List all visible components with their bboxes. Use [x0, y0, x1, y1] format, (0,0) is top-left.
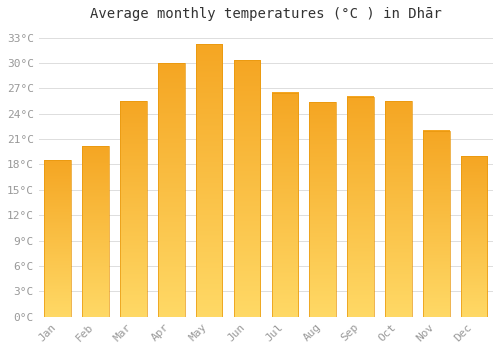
Bar — [234, 60, 260, 317]
Bar — [158, 63, 184, 317]
Bar — [385, 101, 411, 317]
Bar — [196, 44, 222, 317]
Bar — [120, 101, 146, 317]
Bar — [423, 131, 450, 317]
Bar — [272, 92, 298, 317]
Bar — [310, 102, 336, 317]
Title: Average monthly temperatures (°C ) in Dhār: Average monthly temperatures (°C ) in Dh… — [90, 7, 442, 21]
Bar — [44, 160, 71, 317]
Bar — [348, 97, 374, 317]
Bar — [461, 156, 487, 317]
Bar — [82, 146, 109, 317]
